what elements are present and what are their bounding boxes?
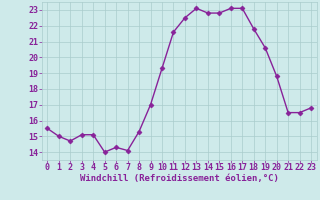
X-axis label: Windchill (Refroidissement éolien,°C): Windchill (Refroidissement éolien,°C) [80, 174, 279, 183]
